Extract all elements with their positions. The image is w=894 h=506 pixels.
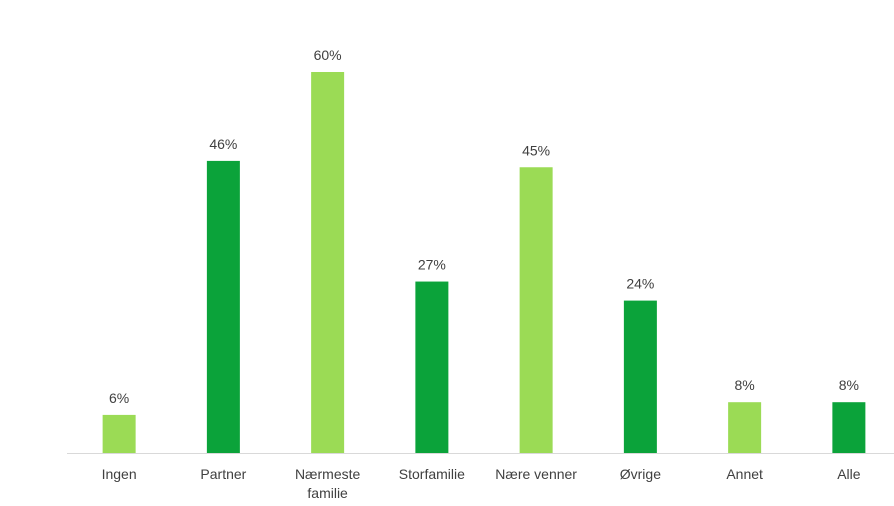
x-tick-label: Annet [726, 466, 763, 482]
data-label: 8% [839, 377, 859, 393]
bar [102, 414, 136, 453]
data-label: 46% [209, 136, 237, 152]
x-tick-label: Ingen [101, 466, 137, 482]
bar [519, 167, 553, 453]
x-tick-label: Nærmeste familie [294, 466, 361, 501]
bar [415, 281, 449, 453]
x-tick-label: Nære venner [495, 466, 577, 482]
bar [728, 402, 762, 453]
data-label: 27% [418, 257, 446, 273]
data-label: 60% [314, 47, 342, 63]
data-label: 24% [626, 276, 654, 292]
bar [832, 402, 866, 453]
data-label: 6% [109, 390, 129, 406]
data-label: 8% [735, 377, 755, 393]
x-tick-label: Øvrige [619, 466, 661, 482]
bar [623, 300, 657, 453]
bar [206, 160, 240, 453]
x-tick-label: Alle [837, 466, 861, 482]
data-label: 45% [522, 142, 550, 158]
x-tick-label: Partner [200, 466, 247, 482]
bar [311, 72, 345, 453]
x-tick-label: Storfamilie [398, 466, 465, 482]
